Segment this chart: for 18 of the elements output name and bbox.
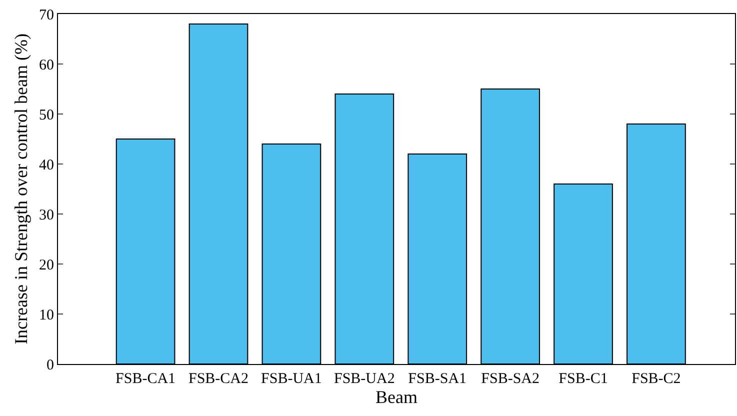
y-tick-label: 60 (39, 57, 54, 74)
y-tick-label: 30 (39, 207, 54, 224)
x-tick-label: FSB-SA2 (481, 371, 540, 387)
y-tick-label: 0 (46, 357, 54, 374)
y-tick-label: 40 (39, 157, 54, 174)
y-tick-label: 10 (39, 307, 54, 324)
x-tick-label: FSB-UA2 (334, 371, 395, 387)
x-tick-label: FSB-C1 (558, 371, 608, 387)
x-tick-label: FSB-CA2 (188, 371, 249, 387)
x-tick-label: FSB-UA1 (261, 371, 322, 387)
y-tick-label: 50 (39, 107, 54, 124)
x-tick-label: FSB-SA1 (408, 371, 467, 387)
y-axis-title: Increase in Strength over control beam (%) (11, 34, 32, 344)
y-tick-label: 70 (39, 7, 54, 24)
y-tick-label: 20 (39, 257, 54, 274)
x-tick-label: FSB-C2 (632, 371, 681, 387)
x-axis-title: Beam (376, 387, 418, 408)
x-tick-label: FSB-CA1 (116, 371, 176, 387)
